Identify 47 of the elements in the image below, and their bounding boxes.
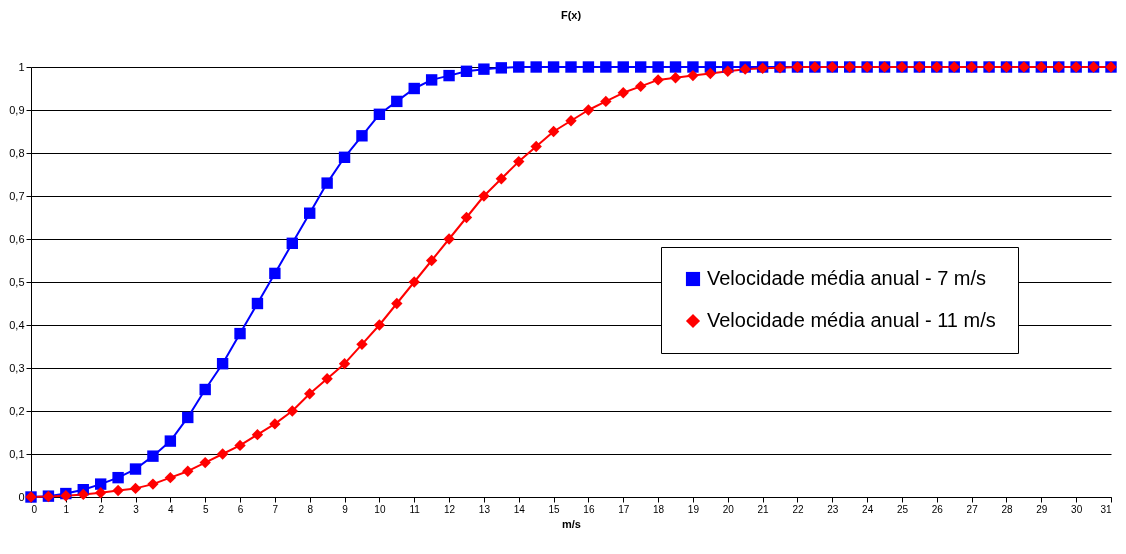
x-tick-label: 17 [618,503,630,515]
x-tick-label: 5 [202,503,209,515]
x-tick-label: 25 [896,503,909,515]
y-tick-label: 0,5 [9,275,25,288]
x-tick-label: 7 [272,503,279,515]
y-tick-label: 0,9 [9,103,25,116]
y-tick-label: 0,3 [9,361,25,374]
x-tick-label: 31 [1100,503,1112,515]
x-tick-label: 8 [307,503,314,515]
y-tick-label: 0,2 [9,404,25,417]
x-tick-label: 3 [133,503,140,515]
x-tick-label: 22 [792,503,804,515]
y-tick-label: 0,4 [9,318,25,331]
x-tick-label: 26 [931,503,944,515]
x-tick-label: 12 [444,503,456,515]
y-tick-label: 0,7 [9,189,25,202]
x-tick-label: 13 [478,503,491,515]
y-tick-label: 0,6 [9,232,25,245]
x-tick-label: 15 [548,503,561,515]
x-tick-label: 21 [757,503,770,515]
x-tick-label: 10 [374,503,386,515]
y-tick-label: 0,1 [9,447,25,460]
x-tick-label: 29 [1036,503,1048,515]
x-tick-label: 0 [31,503,38,515]
x-tick-label: 9 [342,503,349,515]
x-tick-label: 27 [966,503,979,515]
x-tick-label: 18 [653,503,665,515]
x-tick-label: 28 [1001,503,1013,515]
x-tick-label: 14 [513,503,526,515]
y-tick-label: 1 [18,60,25,73]
y-tick-label: 0 [18,490,25,503]
x-tick-label: 23 [827,503,839,515]
x-tick-label: 11 [409,503,421,515]
chart-title: F(x) [560,9,582,21]
x-tick-label: 19 [687,503,700,515]
x-tick-label: 2 [98,503,105,515]
y-tick-label: 0,8 [9,146,25,159]
x-axis-title: m/s [562,517,581,530]
x-tick-label: 24 [862,503,874,515]
x-tick-label: 6 [237,503,244,515]
x-tick-label: 4 [168,503,175,515]
x-tick-label: 20 [722,503,735,515]
x-tick-label: 1 [63,503,70,515]
x-tick-label: 30 [1071,503,1083,515]
x-tick-label: 16 [583,503,595,515]
legend-label: Velocidade média anual - 7 m/s [707,267,987,289]
legend-label: Velocidade média anual - 11 m/s [707,309,996,331]
